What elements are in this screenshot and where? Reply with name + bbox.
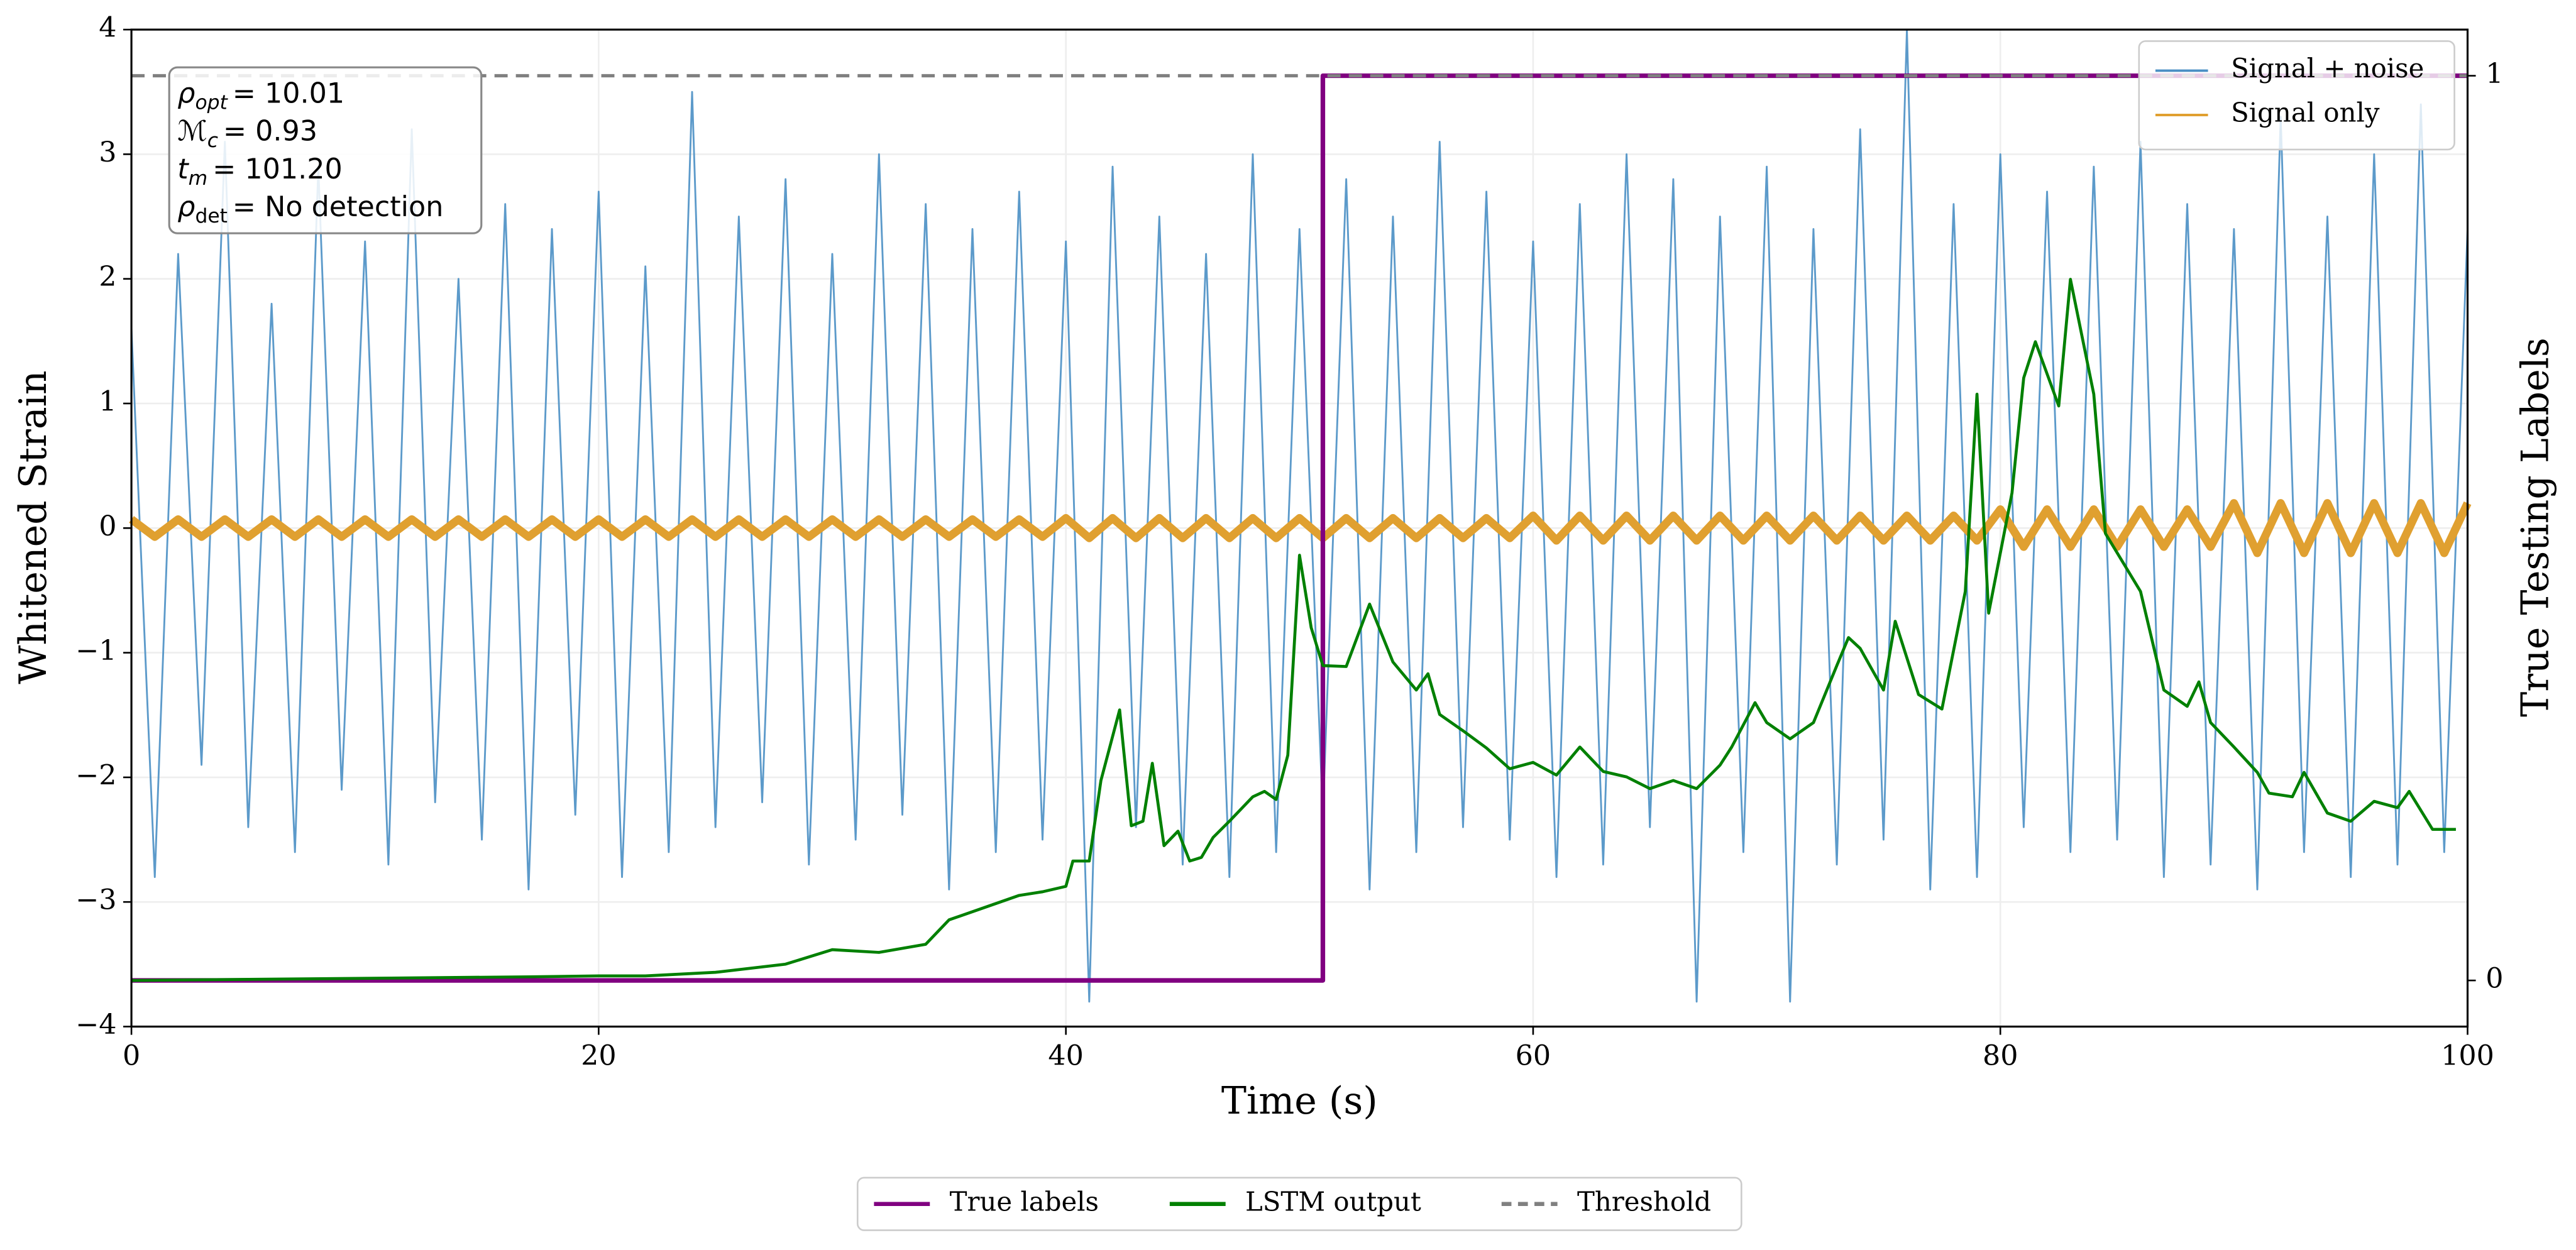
x-tick-label: 60	[1516, 1040, 1551, 1072]
annotation-subscript: m	[189, 167, 208, 190]
y-tick-label: 3	[99, 136, 116, 168]
y-tick-label: −2	[75, 759, 116, 791]
x-tick-label: 40	[1048, 1040, 1084, 1072]
annotation-value: = No detection	[233, 191, 444, 223]
y-tick-label: 2	[99, 261, 116, 293]
x-tick-label: 80	[1983, 1040, 2018, 1072]
y-tick-label: 4	[99, 12, 116, 44]
annotation-value: = 101.20	[212, 153, 343, 185]
legend-entry: True labels	[950, 1186, 1099, 1217]
legend-entry: LSTM output	[1245, 1186, 1421, 1217]
y-tick-label: 0	[99, 510, 116, 542]
annotation-subscript: c	[207, 129, 218, 152]
annotation-symbol: t	[177, 153, 189, 185]
annotation-line: tm = 101.20	[177, 153, 343, 190]
legend-entry: Signal + noise	[2231, 53, 2424, 84]
y-tick-label: 1	[99, 386, 116, 418]
y2-tick-label: 0	[2485, 963, 2503, 995]
y-axis-label: Whitened Strain	[11, 370, 55, 684]
series-line	[129, 499, 2472, 557]
y-tick-label: −4	[75, 1009, 116, 1041]
series-line	[131, 278, 2456, 982]
y-tick-label: −3	[75, 884, 116, 916]
annotation-line: ρopt = 10.01	[177, 78, 344, 114]
x-tick-label: 0	[123, 1040, 140, 1072]
x-tick-label: 20	[581, 1040, 617, 1072]
annotation-subscript: opt	[195, 92, 228, 114]
annotation-symbol: ρ	[177, 78, 195, 110]
y2-axis-label: True Testing Labels	[2513, 337, 2557, 717]
annotation-value: = 0.93	[223, 116, 317, 148]
annotation-symbol: ρ	[177, 191, 195, 223]
x-axis-label: Time (s)	[1221, 1079, 1378, 1123]
legend-box	[856, 1176, 1742, 1231]
y2-tick-label: 1	[2485, 58, 2503, 90]
annotation-frame	[168, 66, 483, 234]
annotation-value: = 10.01	[233, 78, 344, 110]
legend-entry: Signal only	[2231, 97, 2380, 128]
annotation-line: ℳc = 0.93	[177, 116, 317, 152]
legend-box	[2138, 40, 2455, 151]
series-line	[130, 28, 2469, 1003]
y-tick-label: −1	[75, 635, 116, 667]
annotation-line: ρdet = No detection	[177, 191, 443, 228]
annotation-symbol: ℳ	[177, 116, 207, 148]
legend-entry: Threshold	[1577, 1186, 1711, 1217]
x-tick-label: 100	[2441, 1040, 2494, 1072]
annotation-subscript: det	[195, 205, 228, 228]
